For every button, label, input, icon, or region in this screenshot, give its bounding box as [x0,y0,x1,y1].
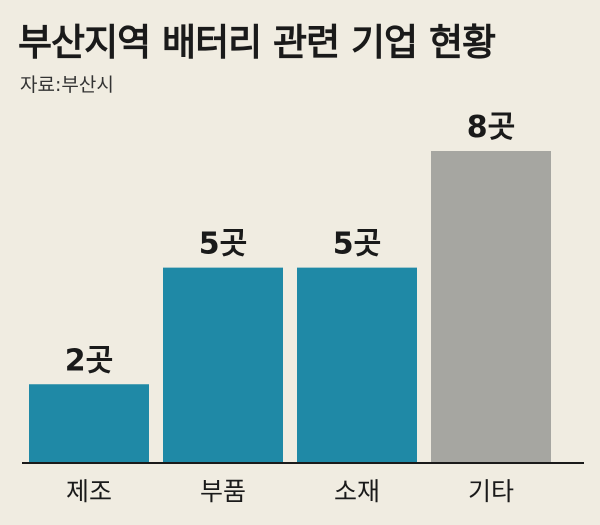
source-note: 자료:부산시 [20,74,114,96]
category-label-2: 부품 [200,477,246,506]
category-label-4: 기타 [468,477,514,506]
data-label-2: 5곳 [199,227,247,262]
bar-3 [297,267,417,462]
bar-2 [163,267,283,462]
data-label-4: 8곳 [467,110,515,145]
bar-4 [431,151,551,462]
data-label-1: 2곳 [65,343,113,378]
data-label-3: 5곳 [333,227,381,262]
bar-1 [29,384,149,462]
chart-title: 부산지역 배터리 관련 기업 현황 [18,21,496,64]
category-label-3: 소재 [334,477,380,506]
category-label-1: 제조 [66,477,112,506]
